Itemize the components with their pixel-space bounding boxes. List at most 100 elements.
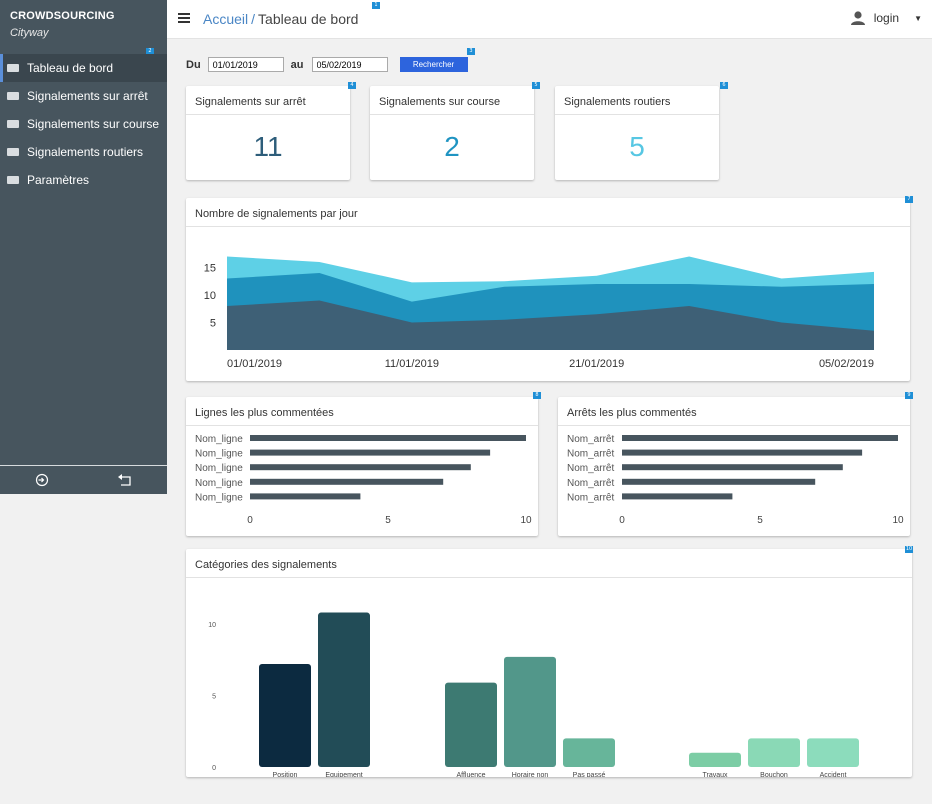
chart-title: Lignes les plus commentées <box>186 397 538 426</box>
bar <box>250 449 491 456</box>
x-category-label: Accident <box>820 772 847 777</box>
bar <box>250 435 526 441</box>
bar <box>748 738 800 767</box>
x-tick-label: 11/01/2019 <box>385 358 439 370</box>
bar <box>622 449 863 456</box>
bar-category-label: Nom_ligne <box>195 492 243 503</box>
top-bar: Accueil / Tableau de bord 1 login ▼ <box>167 0 932 39</box>
y-tick-label: 0 <box>212 765 216 772</box>
brand-name: CROWDSOURCING <box>10 10 115 22</box>
y-tick-label: 5 <box>210 318 216 330</box>
bar <box>622 464 843 471</box>
chart-title: Nombre de signalements par jour <box>186 198 910 227</box>
stat-title: Signalements routiers <box>555 86 719 115</box>
marker-badge-8: 8 <box>533 392 541 399</box>
sidebar-item-label: Signalements sur course <box>27 117 160 131</box>
user-name: login <box>873 11 900 25</box>
x-tick-label: 0 <box>247 515 253 526</box>
stat-value: 5 <box>629 131 645 162</box>
bar-category-label: Nom_ligne <box>195 434 243 445</box>
from-date-input[interactable] <box>207 57 284 72</box>
bar <box>563 738 615 767</box>
to-label: au <box>290 58 304 71</box>
y-tick-label: 10 <box>204 290 216 302</box>
x-tick-label: 5 <box>757 515 763 526</box>
sidebar-item-signalements-sur-arret[interactable]: Signalements sur arrêt <box>0 82 167 110</box>
top-stops-bar-chart: Nom_arrêt Nom_arrêt Nom_arrêt Nom_arrêt Nom_… <box>567 434 904 526</box>
search-button[interactable]: Rechercher <box>399 57 468 72</box>
bar-category-label: Nom_ligne <box>195 463 243 474</box>
marker-badge-4: 4 <box>348 82 356 89</box>
to-date-input[interactable] <box>311 57 388 72</box>
x-tick-label: 05/02/2019 <box>819 358 874 370</box>
bar <box>250 478 444 485</box>
daily-reports-chart-card: Nombre de signalements par jour 5 10 15 01/… <box>186 198 910 381</box>
marker-badge-6: 6 <box>720 82 728 89</box>
bar <box>259 664 311 767</box>
bar-category-label: Nom_arrêt <box>567 492 614 503</box>
user-icon <box>850 11 865 25</box>
breadcrumb-separator: / <box>251 11 256 27</box>
bar <box>318 612 370 767</box>
sidebar-item-tableau-de-bord[interactable]: Tableau de bord <box>0 54 167 82</box>
sidebar-item-label: Signalements sur arrêt <box>27 89 148 103</box>
marker-badge-9: 9 <box>905 392 913 399</box>
bar <box>504 656 556 767</box>
x-tick-label: 0 <box>619 515 625 526</box>
bar-category-label: Nom_ligne <box>195 449 243 460</box>
stat-value: 2 <box>444 131 460 162</box>
user-menu[interactable]: login ▼ <box>850 11 922 25</box>
breadcrumb-home-link[interactable]: Accueil <box>203 11 249 27</box>
x-tick-label: 21/01/2019 <box>569 358 624 370</box>
marker-badge-3: 3 <box>467 48 475 55</box>
bar <box>250 464 471 471</box>
top-lines-chart-card: Lignes les plus commentées Nom_ligne Nom_… <box>186 397 538 536</box>
x-category-label: Travaux <box>702 772 728 777</box>
sidebar-item-label: Tableau de bord <box>27 61 114 75</box>
bar <box>622 493 733 500</box>
x-category-label: Horaire nonrespecté <box>512 772 549 777</box>
marker-badge-10: 10 <box>905 546 913 553</box>
y-tick-label: 10 <box>208 622 216 629</box>
bar <box>445 682 497 767</box>
back-icon[interactable] <box>115 470 135 490</box>
chart-title: Arrêts les plus commentés <box>558 397 910 426</box>
from-label: Du <box>186 58 201 71</box>
brand-subtitle: Cityway <box>10 27 49 39</box>
x-category-label: Equipement <box>325 772 362 777</box>
x-tick-label: 01/01/2019 <box>227 358 282 370</box>
x-tick-label: 10 <box>520 515 532 526</box>
marker-badge-7: 7 <box>905 196 913 203</box>
sidebar-item-signalements-sur-course[interactable]: Signalements sur course <box>0 110 167 138</box>
chevron-down-icon: ▼ <box>914 13 922 23</box>
sidebar-nav: Tableau de bord Signalements sur arrêt Sig… <box>0 54 167 194</box>
brand: CROWDSOURCING Cityway <box>0 0 167 39</box>
sidebar: CROWDSOURCING Cityway 2 Tableau de bord S… <box>0 0 167 494</box>
date-filter: Du au Rechercher <box>186 57 468 72</box>
sidebar-item-label: Paramètres <box>27 173 90 187</box>
bar-category-label: Nom_arrêt <box>567 478 614 489</box>
bar <box>622 435 898 441</box>
top-stops-chart-card: Arrêts les plus commentés Nom_arrêt Nom_a… <box>558 397 910 536</box>
stat-title: Signalements sur arrêt <box>186 86 350 115</box>
list-icon <box>7 92 19 100</box>
y-tick-label: 15 <box>204 263 216 275</box>
stat-card-course: Signalements sur course 2 <box>370 86 534 180</box>
page-title: Tableau de bord <box>258 11 359 27</box>
list-icon <box>7 64 19 72</box>
menu-icon[interactable] <box>178 13 190 24</box>
area-series-1 <box>227 300 874 350</box>
categories-bar-chart: 0 5 10 Position Equipement Affluence Horaire n… <box>208 612 859 788</box>
sidebar-item-parametres[interactable]: Paramètres <box>0 166 167 194</box>
bar <box>689 752 741 767</box>
bar <box>250 493 361 500</box>
marker-badge-2: 2 <box>146 48 154 55</box>
logout-icon[interactable] <box>32 470 52 490</box>
stat-card-routiers: Signalements routiers 5 <box>555 86 719 180</box>
bar-category-label: Nom_ligne <box>195 478 243 489</box>
x-category-label: Position <box>273 772 298 777</box>
bar-category-label: Nom_arrêt <box>567 449 614 460</box>
sidebar-item-signalements-routiers[interactable]: Signalements routiers <box>0 138 167 166</box>
x-category-label: Pas passé <box>573 772 606 777</box>
bar-category-label: Nom_arrêt <box>567 463 614 474</box>
